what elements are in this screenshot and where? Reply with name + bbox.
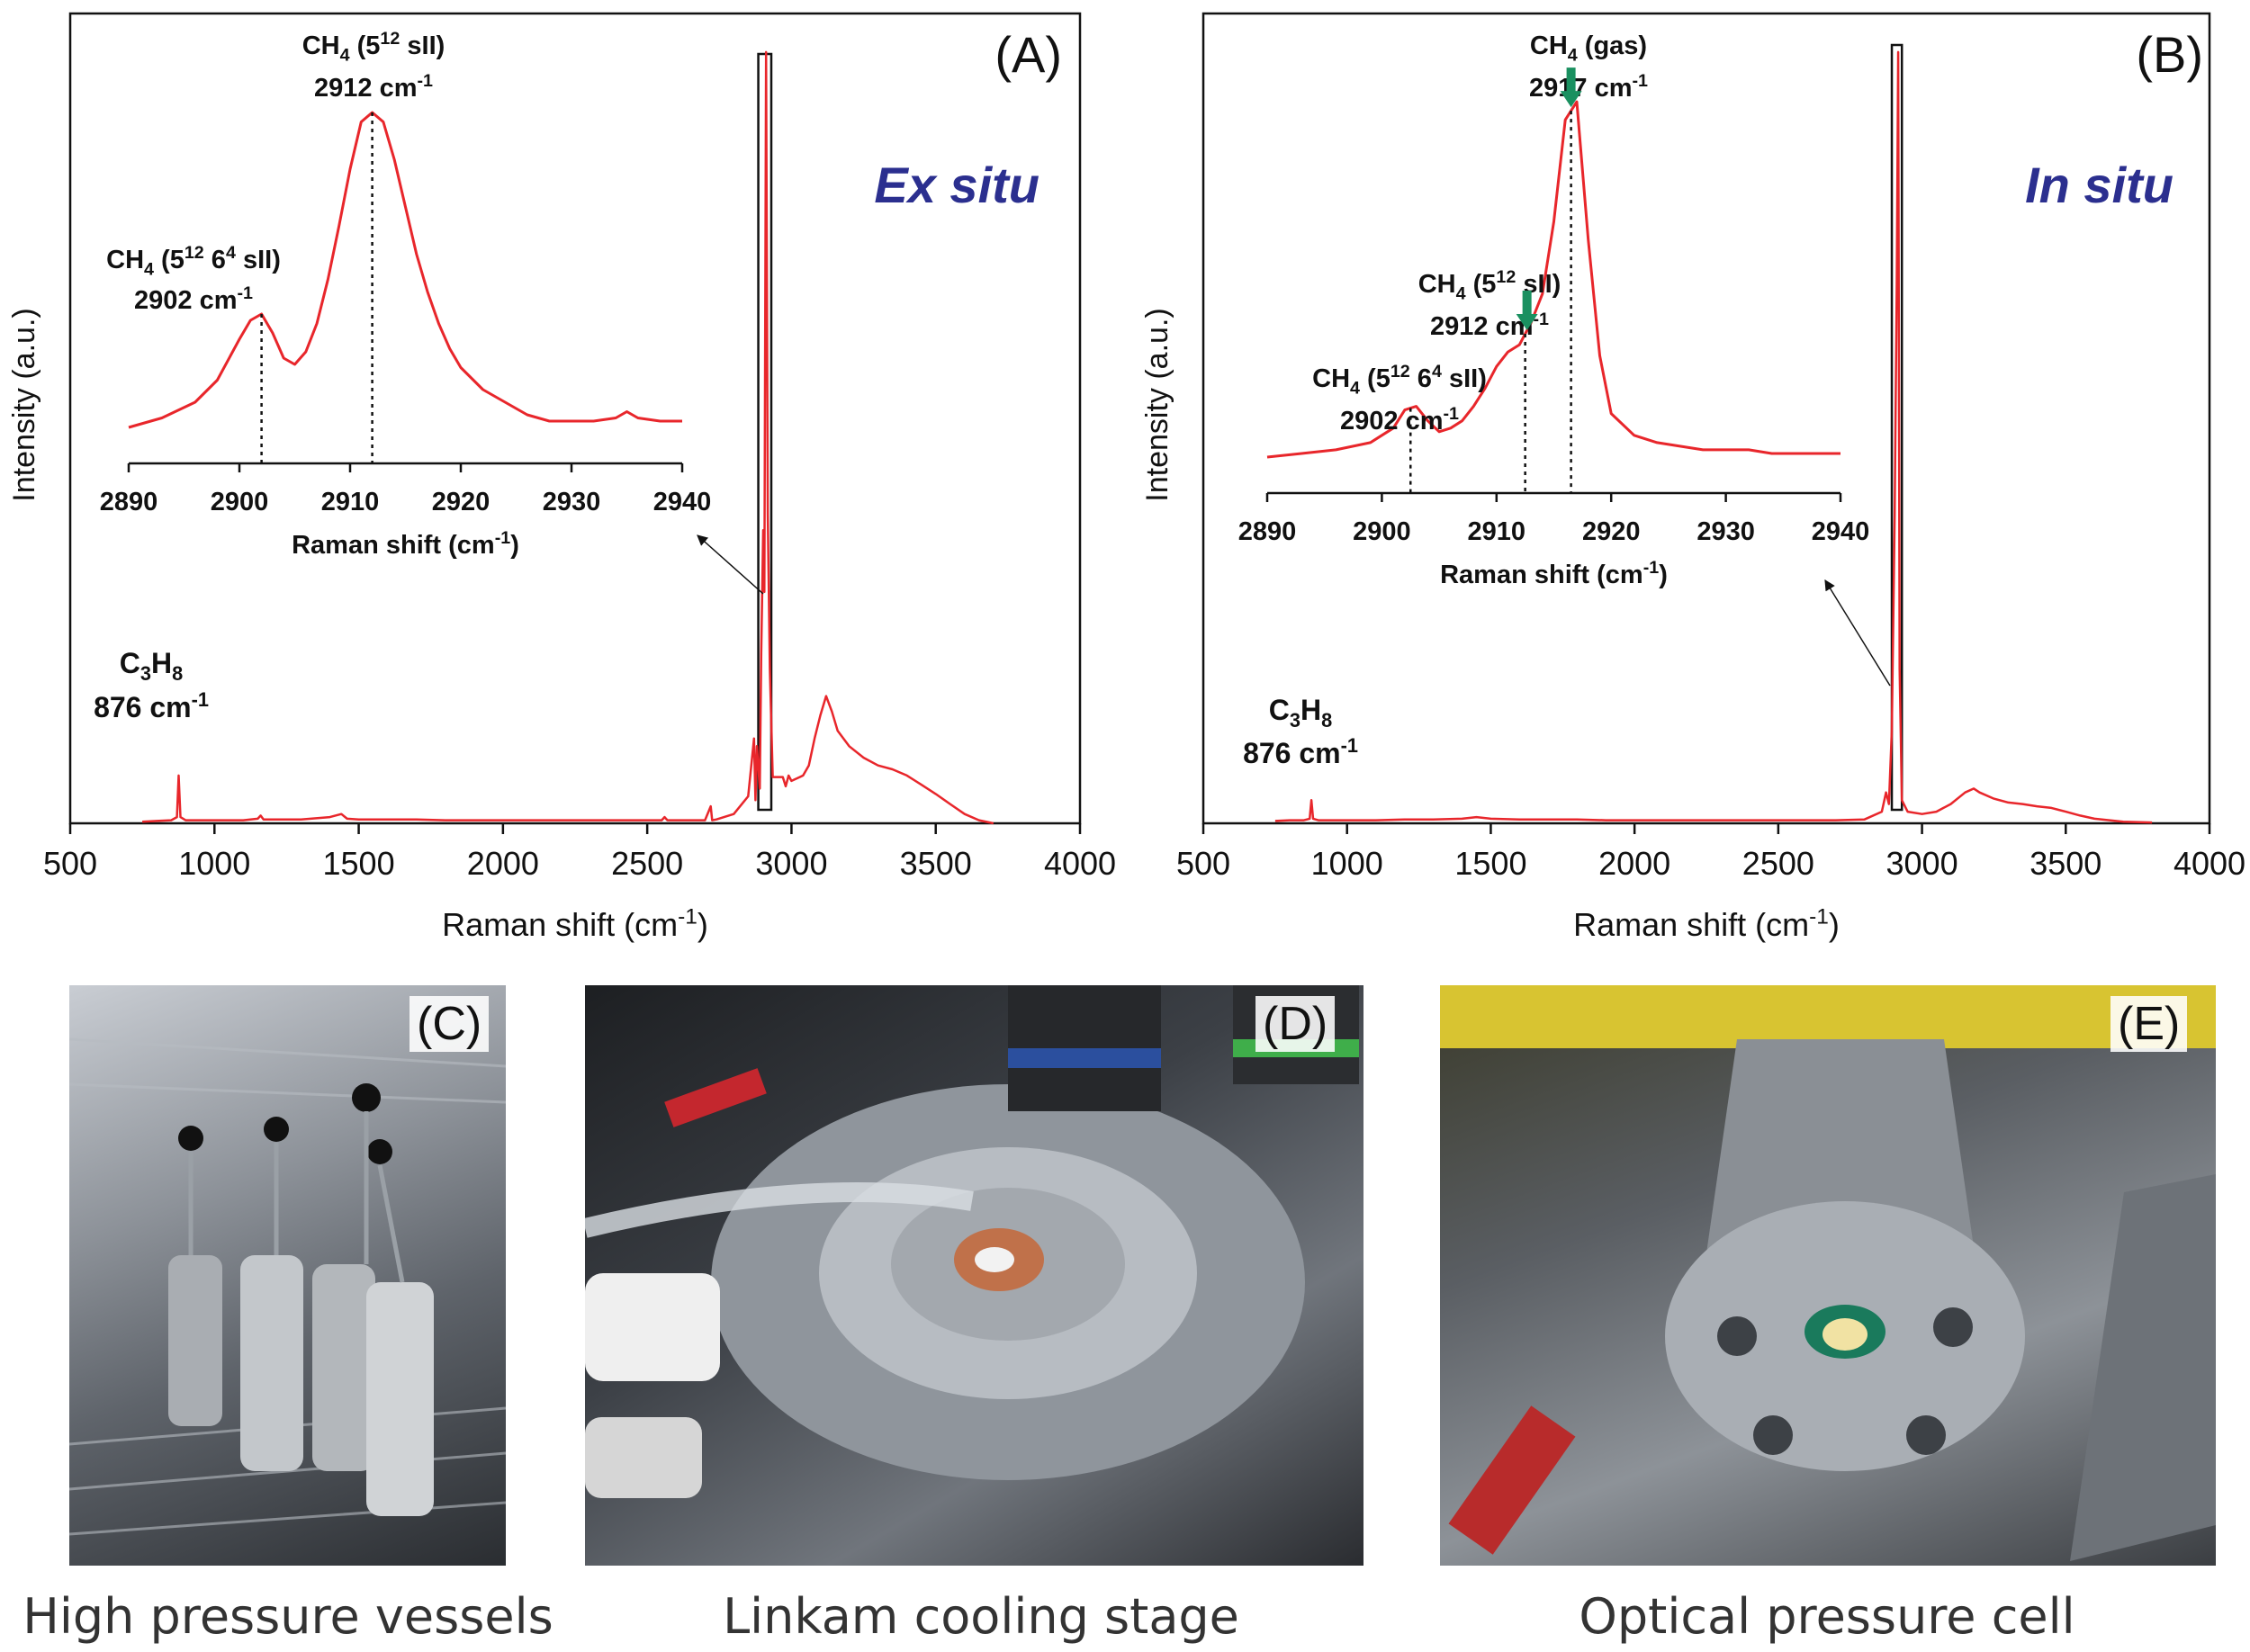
inset-x-tick-label: 2890 bbox=[100, 488, 158, 516]
inset-peak-name: CH4 (gas) bbox=[1530, 31, 1647, 65]
x-tick-label: 2500 bbox=[1742, 845, 1814, 882]
inset-x-tick-label: 2900 bbox=[211, 488, 269, 516]
x-axis-label: Raman shift (cm-1) bbox=[1573, 904, 1840, 943]
zoom-region-box bbox=[757, 52, 773, 812]
panel-label-e: (E) bbox=[2110, 996, 2188, 1052]
annotation-c3h8-value: 876 cm-1 bbox=[1243, 734, 1358, 769]
inset-x-axis-label: Raman shift (cm-1) bbox=[1440, 558, 1668, 589]
inset-peak-name: CH4 (512 sII) bbox=[302, 29, 446, 65]
x-tick-label: 1000 bbox=[1311, 845, 1383, 882]
x-tick-label: 500 bbox=[1176, 845, 1230, 882]
x-axis-label: Raman shift (cm-1) bbox=[442, 904, 708, 943]
x-tick-label: 3500 bbox=[2030, 845, 2102, 882]
peak-arrow-icon bbox=[1560, 67, 1582, 108]
inset-peak-value: 2912 cm-1 bbox=[314, 71, 433, 103]
inset-peak-name: CH4 (512 64 sII) bbox=[1312, 362, 1487, 398]
y-axis-label: Intensity (a.u.) bbox=[7, 308, 41, 501]
inset-peak-value: 2902 cm-1 bbox=[134, 283, 253, 315]
x-tick-label: 2000 bbox=[1598, 845, 1670, 882]
photo-caption-e: Optical pressure cell bbox=[1579, 1588, 2075, 1645]
inset-pointer-arrow bbox=[1824, 579, 1891, 687]
y-axis-label: Intensity (a.u.) bbox=[1140, 308, 1174, 501]
inset-peak-name: CH4 (512 sII) bbox=[1418, 267, 1562, 303]
x-tick-label: 4000 bbox=[2174, 845, 2246, 882]
inset-x-tick-label: 2940 bbox=[653, 488, 712, 516]
x-tick-label: 1000 bbox=[178, 845, 250, 882]
inset-peak-value: 2912 cm-1 bbox=[1430, 310, 1549, 341]
inset-pointer-arrow bbox=[697, 534, 764, 595]
x-tick-label: 3000 bbox=[755, 845, 827, 882]
panel-label-d: (D) bbox=[1256, 996, 1336, 1052]
inset-x-tick-label: 2890 bbox=[1238, 517, 1297, 546]
annotation-c3h8-value: 876 cm-1 bbox=[94, 688, 209, 723]
chart-panel-b: 500 1000 1500 2000 2500 3000 3500 4000 Raman shi… bbox=[1140, 12, 2246, 943]
inset-x-tick-label: 2910 bbox=[1468, 517, 1526, 546]
inset-x-axis-label: Raman shift (cm-1) bbox=[292, 528, 519, 560]
spectrum-line bbox=[1274, 50, 2153, 824]
photo-linkam-cooling-stage bbox=[585, 985, 1364, 1566]
photo-high-pressure-vessels bbox=[69, 985, 506, 1566]
inset-x-tick-label: 2920 bbox=[1582, 517, 1641, 546]
x-tick-label: 500 bbox=[43, 845, 97, 882]
vessels-illustration bbox=[69, 1037, 506, 1536]
panel-label-c: (C) bbox=[410, 996, 490, 1052]
pressure-cell-illustration bbox=[1440, 985, 2216, 1561]
plot-frame bbox=[1202, 12, 2211, 825]
inset-x-tick-label: 2940 bbox=[1812, 517, 1870, 546]
x-tick-label: 3000 bbox=[1886, 845, 1958, 882]
peak-arrow-icon bbox=[1516, 290, 1538, 330]
spectrum-line bbox=[142, 50, 994, 825]
inset-peak-value: 2917 cm-1 bbox=[1529, 71, 1648, 103]
photo-caption-d: Linkam cooling stage bbox=[723, 1588, 1239, 1645]
inset-x-tick-label: 2920 bbox=[432, 488, 490, 516]
inset-x-tick-label: 2930 bbox=[543, 488, 601, 516]
x-tick-label: 2000 bbox=[467, 845, 539, 882]
panel-label: (B) bbox=[2136, 26, 2203, 83]
inset-x-tick-label: 2930 bbox=[1696, 517, 1755, 546]
x-tick-label: 3500 bbox=[900, 845, 972, 882]
photo-optical-pressure-cell bbox=[1440, 985, 2216, 1566]
panel-label: (A) bbox=[994, 26, 1062, 83]
photo-caption-c: High pressure vessels bbox=[22, 1588, 554, 1645]
x-tick-label: 4000 bbox=[1044, 845, 1116, 882]
measurement-mode-label: In situ bbox=[2025, 157, 2174, 213]
x-tick-label: 2500 bbox=[611, 845, 683, 882]
inset-x-tick-label: 2900 bbox=[1353, 517, 1411, 546]
measurement-mode-label: Ex situ bbox=[874, 157, 1040, 213]
x-tick-label: 1500 bbox=[323, 845, 395, 882]
inset-peak-value: 2902 cm-1 bbox=[1340, 404, 1459, 435]
x-tick-label: 1500 bbox=[1454, 845, 1526, 882]
inset-spectrum-line bbox=[128, 111, 682, 429]
zoom-region-box bbox=[1890, 43, 1904, 812]
inset-peak-name: CH4 (512 64 sII) bbox=[106, 243, 281, 279]
annotation-c3h8: C3H8 bbox=[120, 647, 183, 685]
plot-frame bbox=[68, 12, 1082, 825]
annotation-c3h8: C3H8 bbox=[1269, 694, 1332, 732]
inset-x-tick-label: 2910 bbox=[321, 488, 380, 516]
chart-panel-a: 500 1000 1500 2000 2500 3000 3500 4000 Raman shi… bbox=[7, 12, 1116, 943]
cooling-stage-illustration bbox=[585, 985, 1359, 1498]
